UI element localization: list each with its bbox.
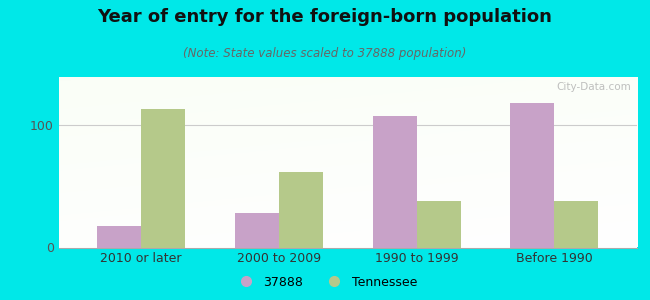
Bar [97,226,141,247]
Text: (Note: State values scaled to 37888 population): (Note: State values scaled to 37888 popu… [183,46,467,59]
Bar [417,201,461,247]
Text: City-Data.com: City-Data.com [556,82,631,92]
Bar [554,201,599,247]
Bar [510,103,554,248]
Text: Year of entry for the foreign-born population: Year of entry for the foreign-born popul… [98,8,552,26]
Bar [141,110,185,248]
Bar [372,116,417,247]
Bar [235,213,279,247]
Legend: 37888, Tennessee: 37888, Tennessee [228,271,422,294]
Bar [279,172,323,247]
